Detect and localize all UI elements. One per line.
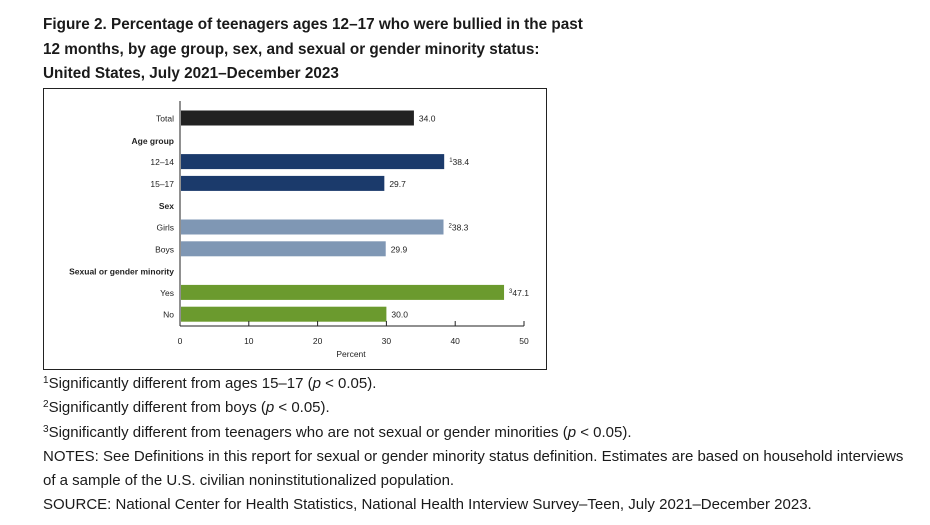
footnote-1: 1Significantly different from ages 15–17… (43, 375, 377, 392)
x-axis-title: Percent (336, 349, 366, 359)
category-label-no: No (163, 310, 174, 320)
x-tick-label: 20 (313, 336, 323, 346)
value-label-total: 34.0 (419, 114, 436, 124)
bar-12-14 (181, 154, 445, 170)
x-tick-label: 30 (382, 336, 392, 346)
bar-girls (181, 219, 444, 235)
group-header-sexual-or-gender-minority: Sexual or gender minority (69, 267, 174, 277)
x-tick-label: 50 (519, 336, 529, 346)
category-label-total: Total (156, 114, 174, 124)
x-tick-label: 0 (178, 336, 183, 346)
x-tick-label: 10 (244, 336, 254, 346)
bar-no (181, 306, 387, 322)
notes-text: NOTES: See Definitions in this report fo… (43, 447, 904, 490)
value-label-no: 30.0 (391, 310, 408, 320)
x-tick-label: 40 (450, 336, 460, 346)
value-label-yes: 347.1 (509, 288, 529, 298)
bar-chart: Total 34.0 Age group 12–14 138.4 15–17 29.7 Sex… (69, 101, 529, 359)
chart-frame: Total 34.0 Age group 12–14 138.4 15–17 29.7 Sex… (43, 88, 547, 370)
value-label-girls: 238.3 (449, 223, 469, 233)
figure-title: Figure 2. Percentage of teenagers ages 1… (43, 16, 583, 82)
group-header-age-group: Age group (132, 136, 175, 146)
bar-15-17 (181, 175, 385, 191)
source-text: SOURCE: National Center for Health Stati… (43, 496, 812, 514)
bar-yes (181, 284, 505, 300)
category-label-yes: Yes (160, 288, 174, 298)
value-label-12-14: 138.4 (449, 157, 469, 167)
category-label-boys: Boys (155, 244, 174, 254)
footnote-2: 2Significantly different from boys (p < … (43, 399, 330, 417)
bar-total (181, 110, 414, 126)
bar-boys (181, 241, 386, 257)
category-label-12-14: 12–14 (150, 157, 174, 167)
footnote-3: 3Significantly different from teenagers … (43, 423, 632, 441)
group-header-sex: Sex (159, 201, 174, 211)
figure-notes: 1Significantly different from ages 15–17… (43, 372, 913, 518)
value-label-boys: 29.9 (391, 244, 408, 254)
category-label-girls: Girls (157, 223, 174, 233)
value-label-15-17: 29.7 (389, 179, 406, 189)
category-label-15-17: 15–17 (150, 179, 174, 189)
